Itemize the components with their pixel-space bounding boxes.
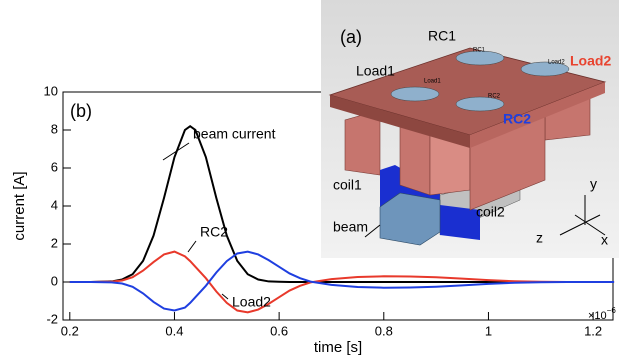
y-tick-label: 0 xyxy=(51,273,58,288)
label-load2: Load2 xyxy=(570,53,611,69)
small-label: Load2 xyxy=(548,60,565,66)
multiplier-exponent: −6 xyxy=(607,306,617,315)
coil xyxy=(440,205,480,240)
series-annotation: beam current xyxy=(193,126,276,142)
label-rc2: RC2 xyxy=(503,111,531,127)
small-label: RC1 xyxy=(473,48,486,54)
label-load1: Load1 xyxy=(356,63,395,79)
y-tick-label: 10 xyxy=(44,83,58,98)
beam-box xyxy=(380,193,440,245)
label-coil2: coil2 xyxy=(476,204,505,220)
x-tick-label: 0.6 xyxy=(270,323,288,338)
series-annotation: Load2 xyxy=(232,294,271,310)
cavity xyxy=(391,87,439,101)
inset-rendering: (a) RC1 Load1 coil1 coil2 beam y z x Loa… xyxy=(321,0,619,258)
multiplier-base: ×10 xyxy=(588,310,607,322)
y-tick-label: -2 xyxy=(46,311,58,326)
x-tick-label: 0.4 xyxy=(165,323,183,338)
y-tick-label: 8 xyxy=(51,121,58,136)
label-axis-y: y xyxy=(590,176,597,192)
series-annotation: RC2 xyxy=(200,224,228,240)
x-tick-label: 1.2 xyxy=(584,323,602,338)
y-tick-label: 2 xyxy=(51,235,58,250)
small-label: Load1 xyxy=(424,79,441,85)
x-tick-label: 1 xyxy=(485,323,492,338)
inset-panel-label: (a) xyxy=(340,27,362,47)
x-axis-label: time [s] xyxy=(314,339,362,356)
y-tick-label: 6 xyxy=(51,159,58,174)
y-tick-label: 4 xyxy=(51,197,58,212)
x-tick-label: 0.2 xyxy=(61,323,79,338)
x-tick-label: 0.8 xyxy=(375,323,393,338)
label-rc1: RC1 xyxy=(428,28,456,44)
label-axis-z: z xyxy=(536,230,543,246)
label-axis-x: x xyxy=(601,232,608,248)
label-beam: beam xyxy=(333,219,368,235)
panel-label: (b) xyxy=(70,101,92,121)
y-axis-label: current [A] xyxy=(11,171,28,240)
figure: (b) current [A] time [s] ×10−6 -20246810… xyxy=(0,0,619,356)
label-coil1: coil1 xyxy=(333,177,362,193)
small-label: RC2 xyxy=(488,94,501,100)
